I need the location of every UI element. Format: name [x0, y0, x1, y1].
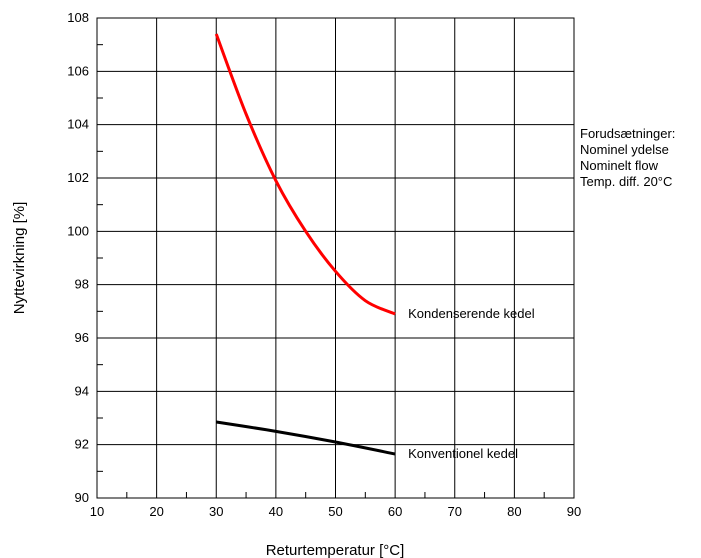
x-tick-label: 90: [567, 504, 581, 519]
y-tick-label: 94: [75, 383, 89, 398]
x-tick-labels: 10 20 30 40 50 60 70 80 90: [90, 504, 581, 519]
x-tick-label: 40: [269, 504, 283, 519]
y-tick-label: 106: [67, 63, 89, 78]
x-tick-label: 50: [328, 504, 342, 519]
annotation-line-1: Forudsætninger:: [580, 126, 675, 141]
y-tick-label: 108: [67, 10, 89, 25]
x-tick-label: 20: [149, 504, 163, 519]
x-tick-label: 30: [209, 504, 223, 519]
y-tick-label: 104: [67, 117, 89, 132]
y-tick-label: 98: [75, 277, 89, 292]
y-tick-label: 92: [75, 437, 89, 452]
x-tick-label: 60: [388, 504, 402, 519]
series-line-konventionel: [216, 420, 396, 456]
plot-frame: [96, 17, 575, 499]
x-tick-label: 70: [448, 504, 462, 519]
series-line-kondenserende: [214, 33, 396, 316]
minor-ticks: [97, 44, 545, 498]
y-tick-label: 102: [67, 170, 89, 185]
annotation-line-4: Temp. diff. 20°C: [580, 174, 672, 189]
y-tick-label: 100: [67, 223, 89, 238]
x-tick-label: 80: [507, 504, 521, 519]
x-tick-label: 10: [90, 504, 104, 519]
x-axis-label: Returtemperatur [°C]: [266, 542, 405, 558]
y-axis-label: Nyttevirkning [%]: [11, 202, 28, 315]
annotation-line-2: Nominel ydelse: [580, 142, 669, 157]
series-label-kondenserende: Kondenserende kedel: [408, 306, 535, 321]
series-labels: Kondenserende kedel Konventionel kedel: [408, 306, 535, 461]
y-tick-label: 96: [75, 330, 89, 345]
grid-lines: [96, 17, 575, 499]
series-layer: [214, 33, 396, 456]
assumptions-annotation: Forudsætninger: Nominel ydelse Nominelt …: [580, 126, 675, 189]
y-tick-label: 90: [75, 490, 89, 505]
y-tick-labels: 90 92 94 96 98 100 102 104 106 108: [67, 10, 89, 505]
series-label-konventionel: Konventionel kedel: [408, 446, 518, 461]
annotation-line-3: Nominelt flow: [580, 158, 659, 173]
